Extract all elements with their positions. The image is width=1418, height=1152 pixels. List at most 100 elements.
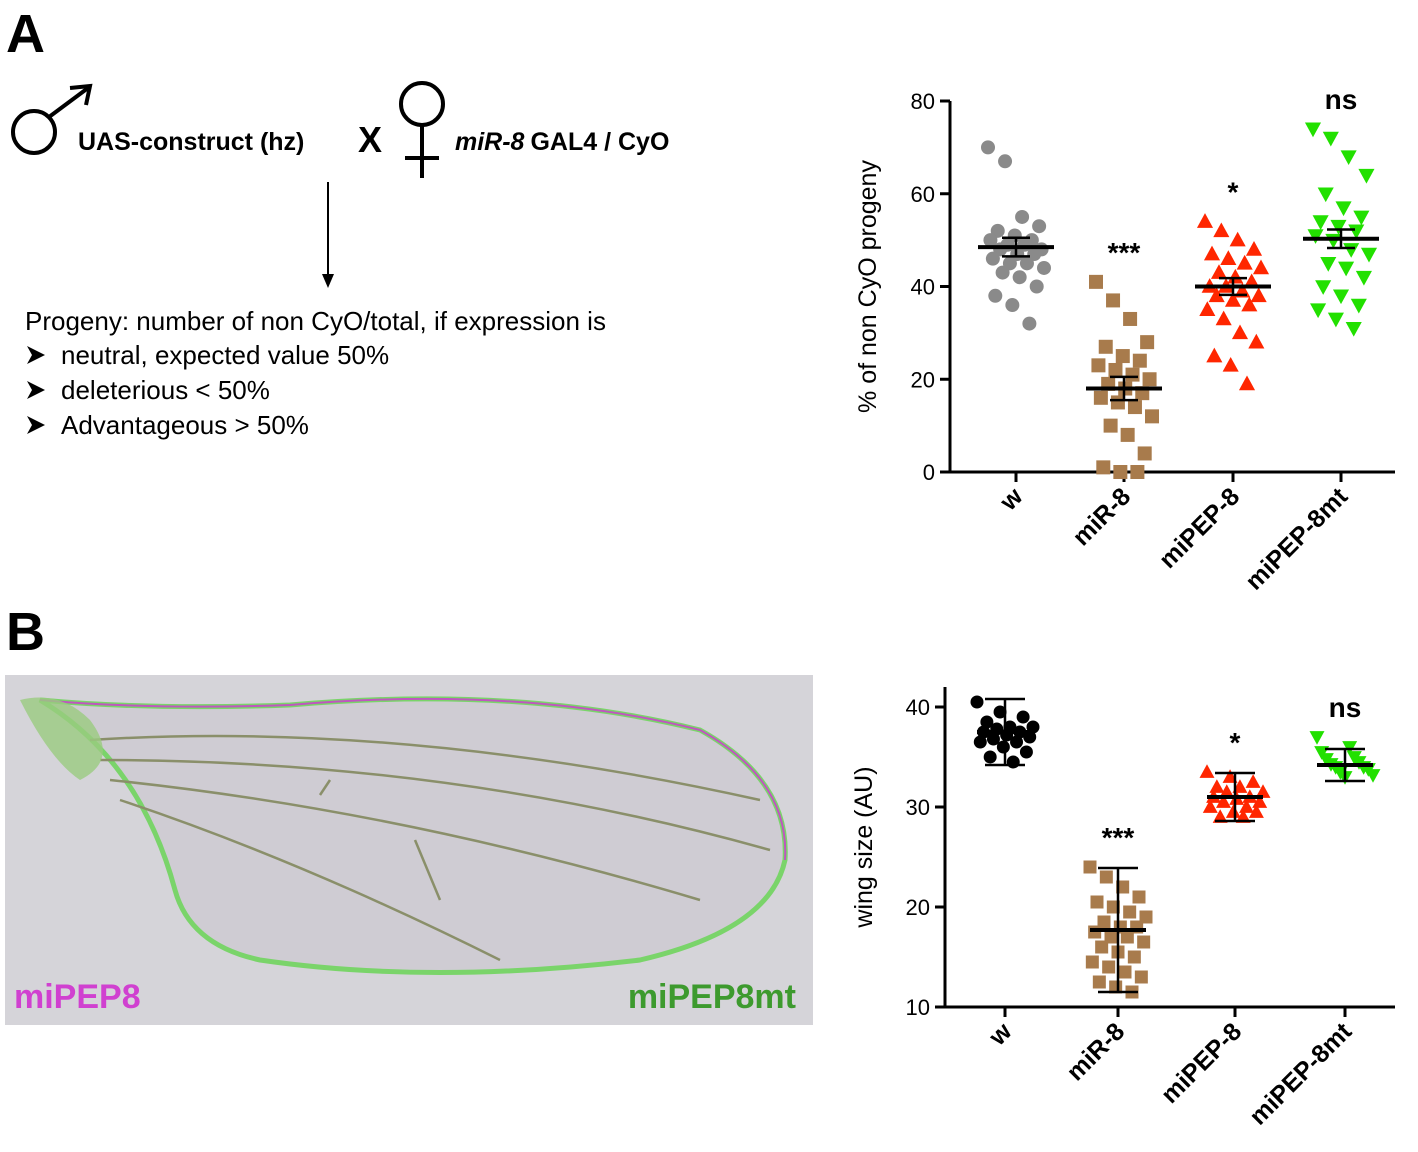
data-point	[1332, 289, 1350, 305]
genotype-rest: GAL4 / CyO	[530, 128, 669, 156]
data-point	[1203, 245, 1221, 261]
y-tick-label: 20	[906, 895, 930, 920]
down-arrow	[322, 182, 334, 288]
cross-symbol: X	[358, 119, 382, 160]
data-point	[1093, 390, 1108, 405]
data-point	[996, 740, 1010, 754]
data-point	[1127, 400, 1142, 415]
significance-label: *	[1230, 727, 1241, 758]
data-point	[970, 695, 984, 709]
data-point	[1010, 735, 1024, 749]
data-point	[1137, 446, 1152, 461]
data-point	[1209, 779, 1225, 793]
data-point	[1219, 784, 1235, 798]
data-point	[1322, 131, 1339, 147]
data-point	[1235, 809, 1251, 823]
data-point	[1310, 303, 1327, 319]
y-tick-label: 80	[911, 89, 935, 114]
data-point	[1360, 247, 1378, 263]
data-point	[1252, 259, 1270, 275]
y-tick-label: 10	[906, 995, 930, 1020]
data-point	[1236, 254, 1253, 270]
data-point	[1083, 860, 1097, 874]
data-point	[1350, 298, 1367, 314]
data-point	[1006, 755, 1020, 769]
data-point	[1123, 905, 1137, 919]
genotype-italic: miR-8	[455, 128, 525, 156]
x-tick-label: miPEP-8	[1156, 1017, 1248, 1109]
data-point	[1220, 250, 1237, 265]
data-point	[1208, 287, 1225, 303]
construct-label: UAS-construct (hz)	[78, 128, 304, 156]
data-point	[1353, 210, 1370, 226]
significance-label: ns	[1329, 692, 1362, 723]
y-axis-label: % of non CyO progeny	[854, 160, 882, 413]
data-point	[1005, 298, 1020, 313]
x-tick-label: miPEP-8	[1154, 482, 1246, 574]
data-point	[1215, 794, 1231, 808]
data-point	[1231, 324, 1249, 340]
data-point	[1134, 970, 1148, 984]
data-point	[1125, 367, 1140, 382]
data-point	[1132, 890, 1146, 904]
data-point	[1227, 268, 1244, 284]
data-point	[1304, 122, 1322, 138]
data-point	[1212, 809, 1228, 823]
data-point	[1123, 311, 1138, 326]
data-point	[1099, 870, 1113, 884]
data-point	[1317, 187, 1334, 203]
data-point	[1315, 280, 1332, 295]
data-point	[1029, 279, 1044, 294]
data-point	[1312, 215, 1329, 230]
x-tick-label: w	[994, 482, 1029, 517]
data-point	[1307, 229, 1324, 244]
data-point	[1019, 745, 1033, 759]
data-point	[1245, 241, 1263, 256]
panel-label: A	[6, 4, 45, 64]
data-point	[1116, 880, 1130, 894]
data-point	[1091, 358, 1106, 373]
female-symbol	[399, 81, 445, 178]
data-point	[1327, 312, 1344, 328]
data-point	[983, 750, 997, 764]
data-point	[1199, 301, 1216, 316]
y-tick-label: 20	[911, 367, 935, 392]
x-tick-label: miPEP-8mt	[1240, 482, 1354, 596]
data-point	[1090, 895, 1104, 909]
data-point	[1130, 465, 1145, 479]
data-point	[1222, 356, 1239, 372]
data-point	[1106, 900, 1120, 914]
significance-label: ***	[1102, 822, 1135, 853]
data-point	[1309, 731, 1325, 745]
data-point	[998, 154, 1013, 169]
data-point	[1215, 310, 1232, 326]
data-point	[1224, 292, 1242, 307]
data-point	[1245, 774, 1261, 788]
data-point	[1022, 316, 1037, 331]
male-symbol	[11, 83, 93, 155]
data-point	[1338, 261, 1355, 277]
significance-label: ***	[1108, 237, 1141, 268]
y-axis-label: wing size (AU)	[850, 766, 878, 928]
wing-label: miPEP8	[14, 978, 141, 1016]
data-point	[1248, 333, 1265, 349]
data-point	[1330, 219, 1347, 235]
x-tick-label: miPEP-8mt	[1244, 1017, 1358, 1131]
bullets	[27, 346, 45, 434]
data-point	[1098, 339, 1113, 354]
x-tick-label: miR-8	[1061, 1017, 1130, 1086]
x-tick-label: miR-8	[1067, 482, 1136, 551]
data-point	[1102, 960, 1116, 974]
data-point	[1252, 794, 1268, 808]
data-point	[1118, 965, 1132, 979]
progeny-item: deleterious < 50%	[61, 375, 270, 405]
data-point	[1335, 201, 1352, 217]
y-tick-label: 30	[906, 795, 930, 820]
data-point	[1345, 321, 1362, 337]
data-point	[1037, 260, 1051, 275]
data-point	[1241, 296, 1258, 312]
data-point	[1016, 710, 1030, 724]
female-genotype: miR-8 GAL4 / CyO	[455, 128, 669, 156]
data-point	[1250, 287, 1267, 303]
data-point	[1358, 168, 1375, 184]
